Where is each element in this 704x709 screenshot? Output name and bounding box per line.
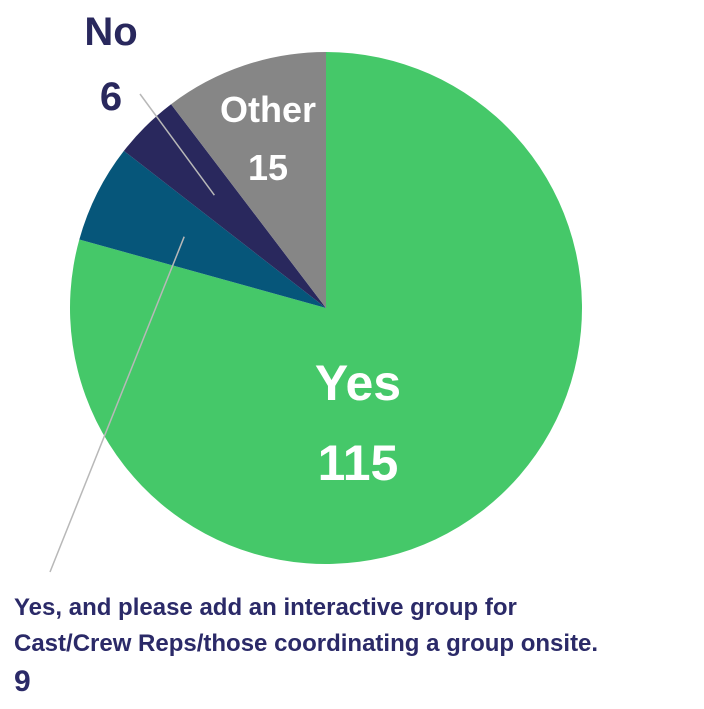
slice-label-other: Other [220,89,316,130]
slice-labels: Yes 115 Yes, and please add an interactive… [14,10,598,698]
slice-label-yes-and-please-line-1: Yes, and please add an interactive group… [14,594,517,621]
leader-lines [49,93,215,573]
slice-label-yes: Yes [315,355,401,411]
leader-line-no [139,93,215,196]
leader-line-yes-and-please [49,236,185,573]
pie-slice-no [123,104,326,308]
slice-value-yes: 115 [318,435,399,491]
slice-label-yes-and-please-line-2: Cast/Crew Reps/those coordinating a grou… [14,630,598,657]
pie-slice-other [171,52,326,308]
slice-value-no: 6 [100,75,122,119]
slices-layer [69,52,582,564]
slice-label-no: No [84,10,137,54]
pie-slice-yes-and-please [79,150,326,308]
pie-slice-yes [69,52,582,564]
slice-value-yes-and-please: 9 [14,665,31,698]
slice-value-other: 15 [248,147,288,188]
